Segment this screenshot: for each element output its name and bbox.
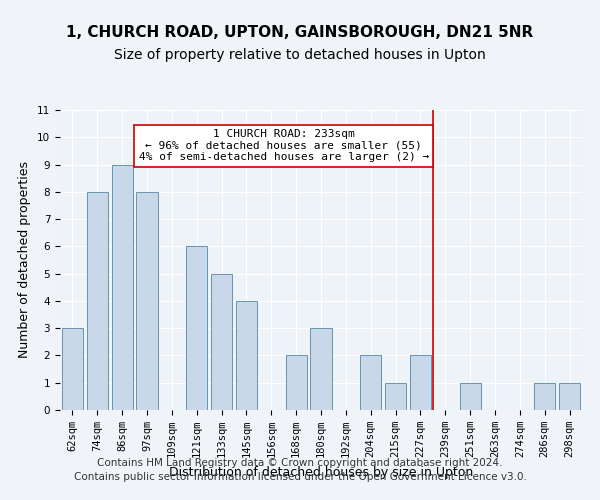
Text: Contains public sector information licensed under the Open Government Licence v3: Contains public sector information licen… [74,472,526,482]
Text: Contains HM Land Registry data © Crown copyright and database right 2024.: Contains HM Land Registry data © Crown c… [97,458,503,468]
X-axis label: Distribution of detached houses by size in Upton: Distribution of detached houses by size … [169,466,473,478]
Bar [460,382,481,410]
Bar [236,301,257,410]
Bar [87,192,108,410]
Bar [385,382,406,410]
Y-axis label: Number of detached properties: Number of detached properties [19,162,31,358]
Bar [136,192,158,410]
Bar [410,356,431,410]
Bar [286,356,307,410]
Bar [186,246,207,410]
Bar [62,328,83,410]
Bar [211,274,232,410]
Bar [534,382,555,410]
Bar [559,382,580,410]
Bar [360,356,381,410]
Bar [310,328,332,410]
Text: 1, CHURCH ROAD, UPTON, GAINSBOROUGH, DN21 5NR: 1, CHURCH ROAD, UPTON, GAINSBOROUGH, DN2… [67,25,533,40]
Bar [112,164,133,410]
Text: 1 CHURCH ROAD: 233sqm
← 96% of detached houses are smaller (55)
4% of semi-detac: 1 CHURCH ROAD: 233sqm ← 96% of detached … [139,129,429,162]
Text: Size of property relative to detached houses in Upton: Size of property relative to detached ho… [114,48,486,62]
